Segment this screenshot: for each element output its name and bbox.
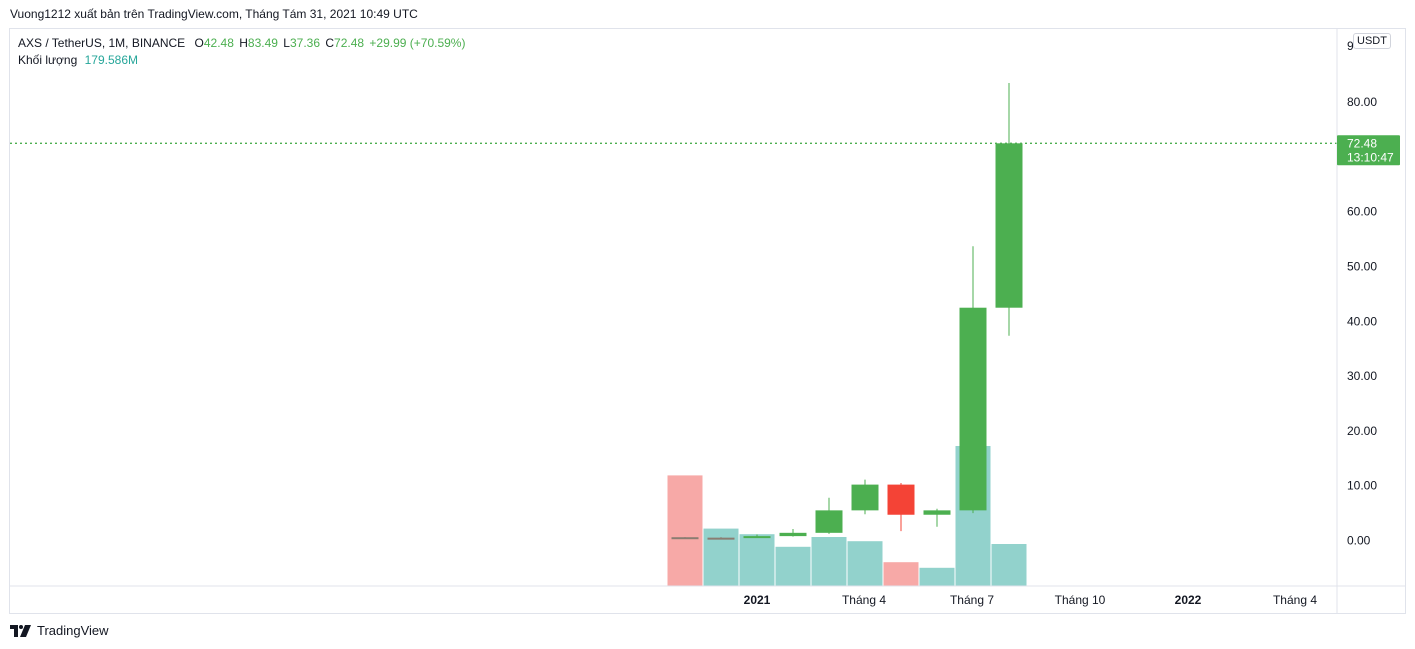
candle-layer bbox=[671, 82, 1023, 540]
low-label: L bbox=[283, 36, 290, 50]
low-value: 37.36 bbox=[289, 36, 320, 50]
price-axis: 0.00 10.00 20.00 30.00 40.00 50.00 60.00 80.00 9 bbox=[1347, 39, 1377, 548]
y-tick-label: 0.00 bbox=[1347, 534, 1371, 548]
y-tick-label: 60.00 bbox=[1347, 205, 1377, 219]
volume-value: 179.586M bbox=[84, 53, 138, 67]
candle-body bbox=[959, 307, 987, 511]
volume-bar bbox=[667, 475, 703, 586]
y-tick-label: 50.00 bbox=[1347, 260, 1377, 274]
candle bbox=[707, 537, 735, 540]
y-tick-label: 40.00 bbox=[1347, 314, 1377, 328]
price-tag-value: 72.48 bbox=[1347, 136, 1377, 150]
candle bbox=[743, 534, 771, 539]
volume-bar bbox=[847, 541, 883, 586]
volume-row: Khối lượng 179.586M bbox=[18, 52, 465, 69]
x-tick-label: Tháng 10 bbox=[1055, 593, 1106, 607]
candle-body bbox=[671, 537, 699, 540]
x-tick-label: Tháng 4 bbox=[842, 593, 886, 607]
x-tick-label: 2022 bbox=[1175, 593, 1202, 607]
time-axis: 2021 Tháng 4 Tháng 7 Tháng 10 2022 Tháng 4 bbox=[744, 593, 1318, 607]
candle-body bbox=[923, 510, 951, 515]
open-value: 42.48 bbox=[203, 36, 234, 50]
publish-attribution: Vuong1212 xuất bản trên TradingView.com,… bbox=[10, 7, 418, 21]
y-tick-label: 9 bbox=[1347, 39, 1354, 53]
volume-bar bbox=[991, 544, 1027, 586]
tradingview-logo-icon bbox=[10, 624, 32, 637]
y-tick-label: 10.00 bbox=[1347, 479, 1377, 493]
candle bbox=[887, 482, 915, 532]
currency-unit-button[interactable]: USDT bbox=[1353, 33, 1391, 49]
candle-body bbox=[851, 484, 879, 511]
candle-body bbox=[815, 510, 843, 533]
candle bbox=[923, 508, 951, 527]
footer-brand[interactable]: TradingView bbox=[10, 623, 109, 638]
volume-bar bbox=[919, 567, 955, 586]
volume-bar bbox=[883, 562, 919, 586]
x-tick-label: Tháng 4 bbox=[1273, 593, 1317, 607]
open-label: O bbox=[194, 36, 204, 50]
ohlc-row: AXS / TetherUS, 1M, BINANCE O42.48 H83.4… bbox=[18, 35, 465, 52]
x-tick-label: 2021 bbox=[744, 593, 771, 607]
candle bbox=[959, 246, 987, 514]
candle bbox=[851, 479, 879, 515]
candle bbox=[671, 537, 699, 540]
candle-body bbox=[707, 537, 735, 540]
high-label: H bbox=[239, 36, 248, 50]
volume-bar bbox=[739, 534, 775, 586]
change-value: +29.99 (+70.59%) bbox=[369, 36, 466, 50]
candle bbox=[779, 528, 807, 537]
x-tick-label: Tháng 7 bbox=[950, 593, 994, 607]
candle-body bbox=[743, 536, 771, 539]
close-value: 72.48 bbox=[334, 36, 365, 50]
close-label: C bbox=[325, 36, 335, 50]
y-tick-label: 20.00 bbox=[1347, 424, 1377, 438]
symbol-info[interactable]: AXS / TetherUS, 1M, BINANCE bbox=[18, 36, 186, 50]
high-value: 83.49 bbox=[247, 36, 278, 50]
y-tick-label: 30.00 bbox=[1347, 369, 1377, 383]
candle-body bbox=[887, 484, 915, 515]
price-tag-box bbox=[1337, 135, 1400, 166]
y-tick-label: 80.00 bbox=[1347, 95, 1377, 109]
volume-bar bbox=[811, 537, 847, 586]
volume-bar bbox=[775, 546, 811, 586]
chart-frame bbox=[9, 28, 1406, 614]
candle bbox=[995, 82, 1023, 336]
volume-label[interactable]: Khối lượng bbox=[18, 53, 78, 67]
chart-legend: AXS / TetherUS, 1M, BINANCE O42.48 H83.4… bbox=[18, 35, 465, 69]
candle-body bbox=[995, 143, 1023, 308]
candle-body bbox=[779, 532, 807, 537]
candle bbox=[815, 497, 843, 534]
brand-name: TradingView bbox=[37, 623, 109, 638]
price-tag-countdown: 13:10:47 bbox=[1347, 150, 1394, 164]
